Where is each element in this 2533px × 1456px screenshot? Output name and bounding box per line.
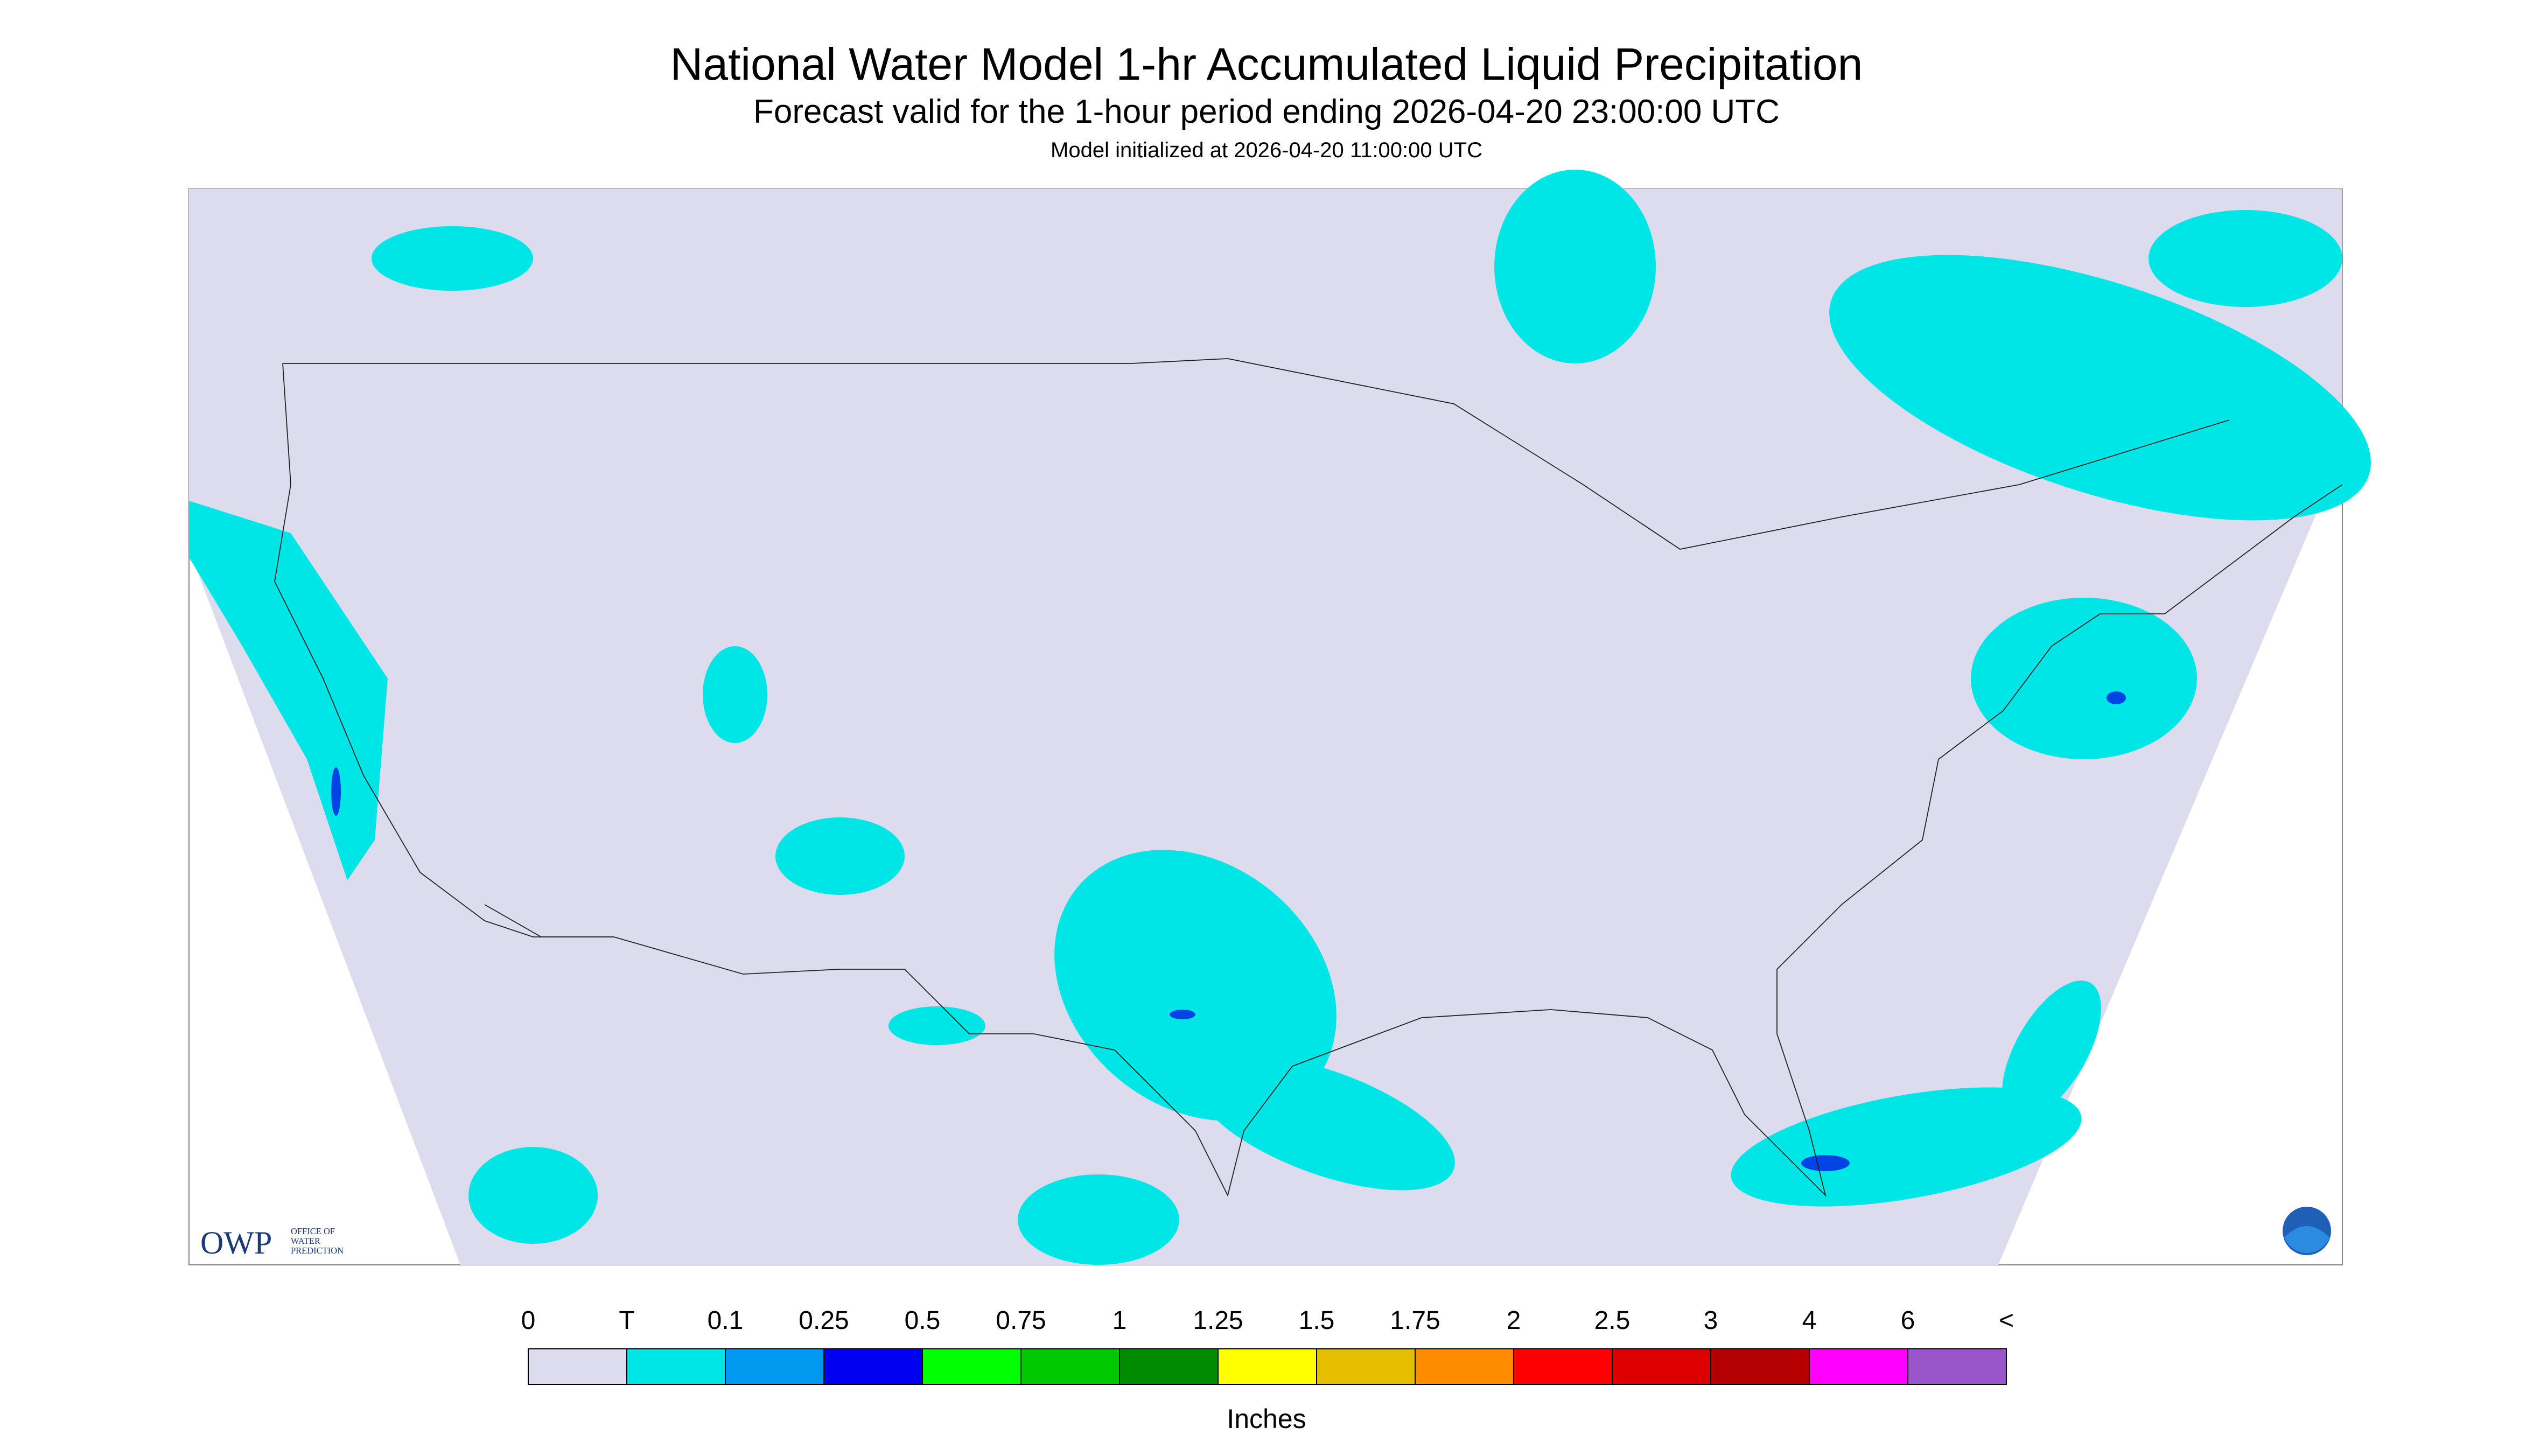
logo-line: WATER: [291, 1236, 320, 1246]
color-swatch: [1513, 1348, 1613, 1385]
precip-area: [468, 1147, 598, 1244]
subtitle: Forecast valid for the 1-hour period end…: [753, 93, 1780, 130]
init-note: Model initialized at 2026-04-20 11:00:00…: [1051, 138, 1482, 162]
borders: [274, 358, 2343, 1197]
colorbar-label: 1.75: [1390, 1306, 1440, 1335]
noaa-logo-wave: [2284, 1226, 2329, 1253]
color-swatch: [1119, 1348, 1219, 1385]
precip-areas: [189, 170, 2371, 1265]
precip-area: [372, 226, 533, 291]
precip-area: [1494, 170, 1656, 363]
precip-area: [1801, 1155, 1850, 1171]
colorbar-label: 0.1: [708, 1306, 744, 1335]
precip-area: [1731, 1087, 2082, 1207]
title: National Water Model 1-hr Accumulated Li…: [670, 39, 1863, 89]
precip-area: [1054, 850, 1337, 1121]
precip-area: [2149, 210, 2342, 307]
logo: OWP: [200, 1225, 272, 1261]
colorbar-label: 1: [1112, 1306, 1127, 1335]
color-swatch: [626, 1348, 726, 1385]
colorbar-label: 2: [1507, 1306, 1521, 1335]
colorbar-label: 3: [1704, 1306, 1718, 1335]
color-swatch: [1415, 1348, 1514, 1385]
logo-line: OFFICE OF: [291, 1226, 335, 1236]
color-swatch: [1907, 1348, 2007, 1385]
colorbar-label: 6: [1901, 1306, 1915, 1335]
color-swatch: [823, 1348, 923, 1385]
precip-area: [775, 817, 905, 895]
color-swatch: [725, 1348, 824, 1385]
colorbar-label: 0.25: [799, 1306, 849, 1335]
precip-area: [1971, 598, 2197, 759]
colorbar-label: <: [1999, 1306, 2014, 1335]
colorbar-label: 4: [1802, 1306, 1817, 1335]
precip-area: [888, 1006, 985, 1045]
colorbar-label: 0: [521, 1306, 536, 1335]
color-swatch: [1316, 1348, 1416, 1385]
color-swatch: [1020, 1348, 1120, 1385]
colorbar-label: T: [619, 1306, 634, 1335]
colorbar: 0 T 0.1 0.25 0.5 0.75 1 1.25 1.5 1.75 2 2.5 3 4 6 <: [521, 1306, 2014, 1385]
color-swatch: [922, 1348, 1021, 1385]
colorbar-label: 1.5: [1299, 1306, 1335, 1335]
border-line: [484, 904, 614, 937]
unit-label: Inches: [1227, 1404, 1306, 1434]
coastline: [274, 363, 2343, 1197]
precip-area: [1829, 255, 2371, 521]
color-swatch: [528, 1348, 627, 1385]
color-swatch: [1809, 1348, 1908, 1385]
heavy-precip: [331, 691, 2126, 1171]
colorbar-label: 2.5: [1594, 1306, 1631, 1335]
colorbar-label: 0.75: [996, 1306, 1046, 1335]
colorbar-label: 0.5: [905, 1306, 941, 1335]
model-domain: [189, 189, 2342, 1265]
precip-area: [2107, 691, 2126, 704]
precip-area: [1194, 1055, 1455, 1191]
precip-area: [331, 767, 341, 816]
precip-area: [703, 646, 767, 743]
border-line: [283, 358, 2230, 550]
logo-line: PREDICTION: [291, 1245, 344, 1256]
precip-area: [2002, 981, 2101, 1119]
precip-area: [1018, 1174, 1179, 1265]
colorbar-label: 1.25: [1193, 1306, 1243, 1335]
color-swatch: [1710, 1348, 1810, 1385]
precip-area: [1170, 1010, 1195, 1019]
color-swatch: [1612, 1348, 1711, 1385]
color-swatch: [1217, 1348, 1317, 1385]
